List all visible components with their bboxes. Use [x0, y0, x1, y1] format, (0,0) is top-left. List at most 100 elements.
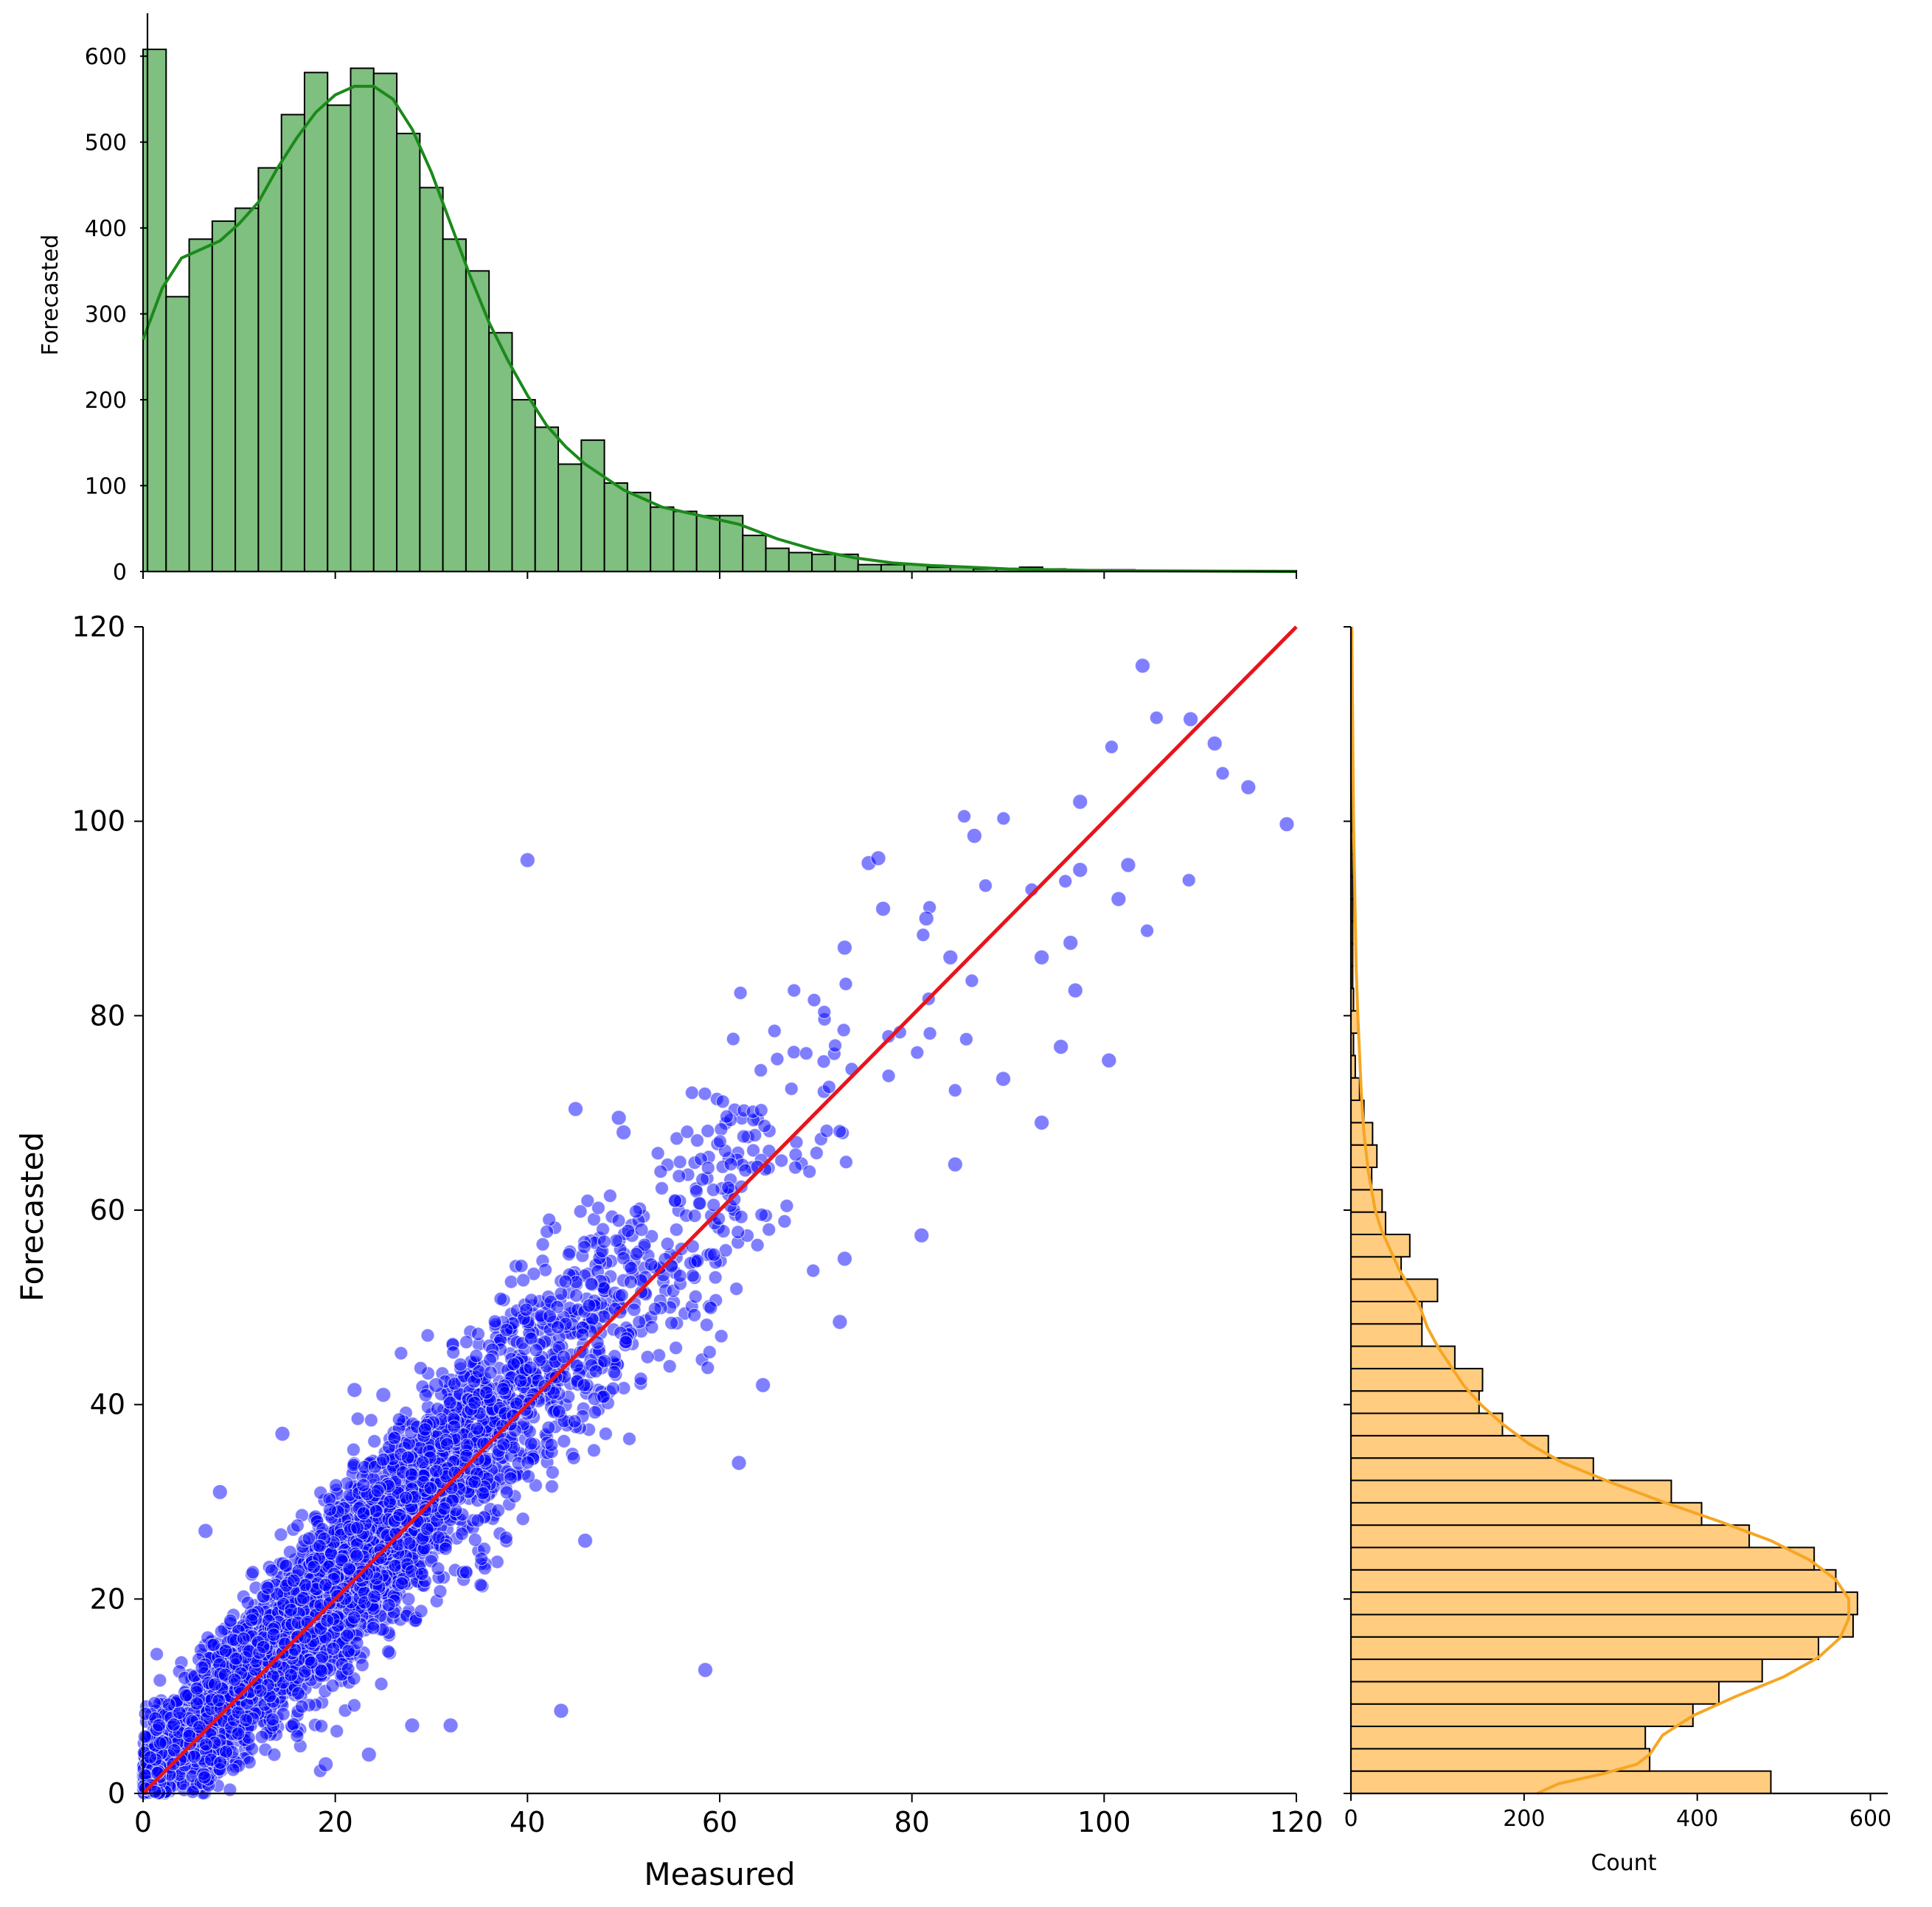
marginal-x-bar — [211, 220, 237, 572]
scatter-point — [1058, 874, 1073, 889]
scatter-point — [404, 1717, 420, 1734]
scatter-point — [695, 1172, 710, 1187]
scatter-point — [738, 1163, 753, 1178]
scatter-point — [838, 1155, 854, 1170]
marginal-y-bar — [1350, 1703, 1694, 1728]
marginal-y-bar — [1350, 1479, 1672, 1504]
scatter-point — [294, 1699, 309, 1714]
scatter-point — [731, 1225, 746, 1240]
scatter-point — [474, 1552, 489, 1566]
marginal-x-kde-line — [142, 84, 1297, 573]
scatter-point — [650, 1146, 665, 1161]
scatter-point — [381, 1597, 396, 1613]
scatter-point — [291, 1686, 306, 1701]
scatter-point — [667, 1193, 683, 1208]
scatter-point — [350, 1411, 365, 1426]
scatter-plot: 0 20 40 60 80 100 120 0 20 40 60 80 100 120 Measured… — [14, 611, 1323, 1892]
scatter-point — [283, 1602, 299, 1617]
scatter-point — [836, 1023, 851, 1038]
scatter-point — [653, 1164, 668, 1179]
marginal-x-bar — [695, 515, 720, 572]
scatter-point — [322, 1502, 337, 1517]
scatter-point — [260, 1580, 275, 1595]
scatter-point — [470, 1421, 484, 1436]
marginal-y-bars — [1350, 630, 1858, 1794]
scatter-point — [496, 1381, 510, 1397]
scatter-point — [542, 1212, 557, 1227]
scatter-point — [673, 1155, 687, 1170]
scatter-point — [689, 1184, 703, 1199]
scatter-point — [423, 1481, 438, 1496]
scatter-point — [192, 1720, 206, 1734]
scatter-point — [1034, 1114, 1050, 1130]
marginal-x-y-tick-label: 0 — [113, 560, 127, 586]
scatter-point — [637, 1237, 652, 1252]
scatter-point — [942, 949, 959, 965]
scatter-point — [356, 1478, 371, 1493]
marginal-x-bar — [327, 104, 352, 573]
scatter-point — [246, 1565, 260, 1580]
scatter-point — [190, 1696, 204, 1711]
marginal-x-y-tick-label: 400 — [85, 216, 127, 242]
scatter-point — [346, 1442, 361, 1457]
scatter-point — [482, 1352, 498, 1367]
scatter-point — [328, 1478, 344, 1493]
scatter-point — [254, 1729, 269, 1744]
scatter-point — [498, 1530, 513, 1545]
scatter-point — [723, 1157, 738, 1172]
scatter-point — [153, 1736, 167, 1751]
scatter-point — [370, 1483, 385, 1498]
scatter-point — [777, 1214, 792, 1229]
scatter-point — [754, 1063, 768, 1078]
scatter-x-tick-label: 120 — [1270, 1806, 1324, 1838]
scatter-point — [1149, 710, 1164, 725]
scatter-point — [198, 1737, 214, 1752]
marginal-x-bar — [165, 296, 190, 572]
scatter-point — [453, 1357, 468, 1372]
scatter-point — [459, 1565, 473, 1580]
scatter-point — [499, 1485, 514, 1500]
scatter-point — [802, 1164, 817, 1179]
scatter-point — [544, 1437, 559, 1452]
scatter-point — [468, 1532, 482, 1547]
marginal-y-bar — [1350, 1323, 1423, 1347]
scatter-point — [467, 1395, 482, 1410]
scatter-point — [223, 1782, 237, 1797]
scatter-point — [718, 1243, 733, 1258]
scatter-point — [376, 1452, 391, 1467]
scatter-point — [567, 1414, 582, 1428]
scatter-point — [588, 1364, 603, 1379]
scatter-point — [437, 1501, 452, 1516]
scatter-point — [1206, 735, 1223, 751]
scatter-point — [253, 1684, 268, 1698]
scatter-point — [214, 1624, 229, 1639]
marginal-x-bar — [303, 72, 329, 572]
scatter-point — [499, 1322, 514, 1338]
marginal-y-bar — [1350, 1144, 1378, 1168]
scatter-point — [688, 1289, 703, 1304]
scatter-point — [392, 1412, 406, 1427]
scatter-point — [692, 1196, 707, 1211]
scatter-point — [413, 1361, 428, 1375]
marginal-x-y-tick-label: 200 — [85, 388, 127, 414]
marginal-y-x-tick-label: 600 — [1849, 1806, 1891, 1832]
scatter-point — [832, 1314, 848, 1330]
scatter-point — [1063, 934, 1079, 951]
marginal-x-y-tick-label: 100 — [85, 474, 127, 500]
scatter-point — [178, 1688, 193, 1703]
scatter-point — [881, 1029, 896, 1044]
marginal-x-x-ticks — [142, 572, 1297, 579]
scatter-point — [404, 1467, 419, 1482]
scatter-point — [611, 1110, 627, 1126]
scatter-point — [788, 1147, 803, 1162]
scatter-point — [279, 1558, 293, 1573]
scatter-x-tick-label: 100 — [1077, 1806, 1131, 1838]
scatter-y-tick-label: 40 — [90, 1389, 125, 1421]
scatter-x-ticks: 0 20 40 60 80 100 120 — [134, 1793, 1323, 1838]
scatter-point — [1072, 793, 1088, 810]
scatter-point — [701, 1161, 715, 1175]
scatter-point — [687, 1307, 702, 1322]
scatter-point — [672, 1169, 687, 1184]
scatter-point — [347, 1382, 363, 1398]
scatter-point — [602, 1188, 617, 1203]
